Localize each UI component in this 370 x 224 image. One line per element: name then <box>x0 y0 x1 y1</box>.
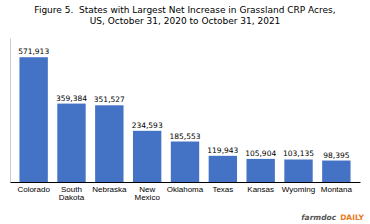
data-label: 119,943 <box>207 146 238 155</box>
data-label: 351,527 <box>94 95 125 104</box>
x-tick-label-line: Texas <box>212 185 233 194</box>
data-labels: 571,913 359,384 351,527 234,593 185,553 119,9… <box>18 47 350 159</box>
x-tick-label-line: Nebraska <box>92 185 127 194</box>
y-axis <box>10 39 11 183</box>
x-tick: Wyoming <box>282 182 315 194</box>
bar <box>246 159 274 182</box>
bar <box>19 57 47 182</box>
plot: Colorado SouthDakota Nebraska NewMexico Okla… <box>11 39 361 203</box>
x-tick-label: Nebraska <box>92 185 127 194</box>
bar <box>133 131 161 182</box>
bar <box>171 142 199 182</box>
x-tick-label: Colorado <box>17 185 50 194</box>
chart: Figure 5. States with Largest Net Increa… <box>0 0 370 224</box>
bar <box>57 104 85 182</box>
x-tick-label-line: Mexico <box>134 193 160 202</box>
x-tick-label-line: New <box>139 185 155 194</box>
data-label: 98,395 <box>323 151 349 160</box>
x-tick-label-line: Kansas <box>247 185 274 194</box>
title: Figure 5. States with Largest Net Increa… <box>34 5 335 26</box>
x-tick: NewMexico <box>134 182 160 202</box>
bar <box>209 156 237 182</box>
x-axis-line <box>11 182 361 183</box>
data-label: 359,384 <box>56 94 87 103</box>
data-label: 103,135 <box>283 149 314 158</box>
data-label: 571,913 <box>18 47 49 56</box>
y-axis-line <box>10 39 11 183</box>
x-tick-label: Oklahoma <box>167 185 204 194</box>
x-tick: Kansas <box>247 182 274 194</box>
bar <box>322 161 350 182</box>
data-label: 234,593 <box>132 121 163 130</box>
title-line: Figure 5. States with Largest Net Increa… <box>34 5 335 15</box>
bar <box>95 105 123 182</box>
x-tick-label-line: Dakota <box>59 193 85 202</box>
x-tick-label: Texas <box>212 185 233 194</box>
x-tick-label: Montana <box>321 185 353 194</box>
bars <box>19 57 350 182</box>
x-tick-label: Kansas <box>247 185 274 194</box>
x-tick-label: NewMexico <box>134 185 160 203</box>
x-tick-label-line: Oklahoma <box>167 185 204 194</box>
x-tick: Nebraska <box>92 182 127 194</box>
x-tick-label: Wyoming <box>282 185 315 194</box>
x-tick: Oklahoma <box>167 182 204 194</box>
x-tick-label-line: Montana <box>321 185 353 194</box>
x-tick-label-line: South <box>61 185 82 194</box>
x-tick-label-line: Colorado <box>17 185 50 194</box>
x-tick: SouthDakota <box>59 182 85 202</box>
x-tick: Texas <box>212 182 233 194</box>
watermark-text: DAILY <box>340 213 364 222</box>
watermark-text: farmdoc <box>301 213 336 222</box>
bar <box>284 159 312 182</box>
data-label: 105,904 <box>245 149 276 158</box>
x-tick: Montana <box>321 182 353 194</box>
x-tick: Colorado <box>17 182 50 194</box>
data-label: 185,553 <box>169 132 200 141</box>
title-line: US, October 31, 2020 to October 31, 2021 <box>90 16 281 26</box>
x-tick-label: SouthDakota <box>59 185 85 203</box>
watermark: farmdoc DAILY <box>301 213 364 222</box>
x-axis: Colorado SouthDakota Nebraska NewMexico Okla… <box>11 182 361 202</box>
x-tick-label-line: Wyoming <box>282 185 315 194</box>
